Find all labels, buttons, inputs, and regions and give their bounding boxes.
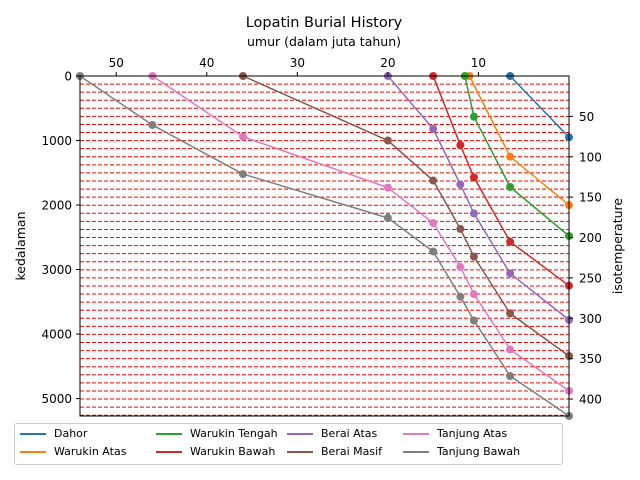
legend-item: Berai Atas — [287, 427, 377, 440]
data-point — [383, 213, 392, 222]
data-point — [429, 247, 438, 256]
y-tick-label: 1000 — [41, 134, 72, 148]
data-point — [506, 182, 515, 191]
legend-swatch — [156, 450, 182, 453]
legend-label: Berai Atas — [321, 427, 378, 440]
legend-swatch — [156, 432, 182, 435]
x-tick-label: 50 — [109, 56, 124, 70]
legend-item: Tanjung Bawah — [403, 445, 520, 458]
data-point — [429, 124, 438, 133]
y2-tick-label: 50 — [579, 110, 594, 124]
legend-item: Tanjung Atas — [403, 427, 507, 440]
data-point — [456, 292, 465, 301]
series-group — [239, 72, 573, 360]
data-point — [148, 121, 157, 130]
data-point — [506, 372, 515, 380]
y2-tick-label: 200 — [579, 231, 602, 245]
legend-swatch — [20, 432, 46, 435]
data-point — [506, 152, 515, 161]
y-tick-label: 4000 — [41, 328, 72, 342]
series-line — [152, 75, 570, 392]
y2-axis-label: isotemperature — [610, 198, 625, 295]
data-point — [456, 262, 465, 271]
series-group — [429, 72, 573, 290]
legend-swatch — [287, 450, 313, 453]
legend-item: Berai Masif — [287, 445, 382, 458]
data-point — [456, 224, 465, 233]
isotherm-grid — [80, 75, 569, 416]
data-point — [383, 136, 392, 145]
chart-legend: Dahor Warukin Atas Warukin Tengah Warukin B… — [14, 423, 563, 465]
y-axis-ticks: 0 1000 2000 3000 4000 5000 — [41, 70, 80, 406]
legend-swatch — [403, 432, 429, 435]
y2-axis-ticks: 50 100 150 200 250 300 350 400 — [569, 110, 602, 407]
legend-item: Dahor — [20, 427, 87, 440]
data-point — [469, 112, 478, 121]
x-tick-label: 10 — [471, 56, 486, 70]
y2-tick-label: 300 — [579, 312, 602, 326]
y2-tick-label: 350 — [579, 352, 602, 366]
data-point — [383, 183, 392, 192]
legend-label: Warukin Atas — [54, 445, 127, 458]
data-point — [469, 173, 478, 182]
data-point — [506, 237, 515, 246]
series-line — [509, 75, 570, 138]
y-tick-label: 2000 — [41, 199, 72, 213]
legend-label: Berai Masif — [321, 445, 383, 458]
data-point — [506, 269, 515, 278]
y-tick-label: 5000 — [41, 392, 72, 406]
data-point — [456, 180, 465, 189]
series-line — [387, 75, 570, 321]
y-tick-label: 0 — [64, 70, 72, 84]
legend-swatch — [403, 450, 429, 453]
series-group — [465, 72, 573, 210]
data-point — [469, 316, 478, 325]
x-tick-label: 30 — [290, 56, 305, 70]
y-tick-label: 3000 — [41, 263, 72, 277]
series-group — [506, 72, 573, 142]
chart-title: Lopatin Burial History — [246, 15, 403, 31]
y2-tick-label: 250 — [579, 271, 602, 285]
legend-label: Tanjung Bawah — [437, 445, 521, 458]
series-group — [76, 72, 573, 420]
legend-label: Warukin Bawah — [190, 445, 276, 458]
series-layer — [76, 72, 573, 420]
data-point — [469, 290, 478, 299]
series-line — [464, 75, 570, 237]
data-point — [429, 176, 438, 185]
y-axis-label: kedalaman — [13, 212, 28, 281]
x-tick-label: 20 — [380, 56, 395, 70]
legend-item: Warukin Bawah — [156, 445, 275, 458]
legend-label: Dahor — [54, 427, 88, 440]
data-point — [506, 345, 515, 354]
series-group — [460, 72, 573, 240]
data-point — [469, 209, 478, 218]
data-point — [239, 132, 247, 141]
legend-swatch — [20, 450, 46, 453]
series-line — [242, 75, 570, 357]
data-point — [429, 219, 438, 228]
series-group — [383, 72, 573, 324]
y2-tick-label: 150 — [579, 191, 602, 205]
y2-tick-label: 400 — [579, 393, 602, 407]
data-point — [469, 252, 478, 261]
data-point — [456, 141, 465, 150]
plot-frame — [79, 75, 570, 417]
data-point — [506, 309, 515, 318]
legend-item: Warukin Atas — [20, 445, 126, 458]
x-axis-label: umur (dalam juta tahun) — [247, 34, 401, 49]
x-tick-label: 40 — [199, 56, 214, 70]
x-axis-ticks: 50 40 30 20 10 — [109, 56, 486, 76]
data-point — [239, 170, 247, 179]
legend-swatch — [287, 432, 313, 435]
legend-label: Tanjung Atas — [437, 427, 508, 440]
legend-label: Warukin Tengah — [190, 427, 278, 440]
y2-tick-label: 100 — [579, 150, 602, 164]
legend-item: Warukin Tengah — [156, 427, 278, 440]
series-group — [148, 72, 573, 395]
